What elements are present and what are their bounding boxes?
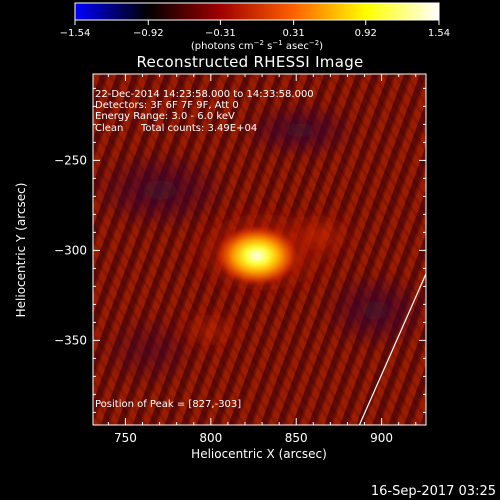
colorbar-units-label: (photons cm−2 s−1 asec−2) (191, 39, 323, 52)
flare-source-peak (214, 225, 299, 286)
y-axis-label: Heliocentric Y (arcsec) (14, 183, 28, 318)
x-axis-label: Heliocentric X (arcsec) (191, 447, 327, 461)
colorbar: −1.54 −0.92 −0.31 0.31 0.92 1.54 (photons cm−… (60, 2, 450, 52)
y-tick-label: −250 (54, 153, 87, 167)
colorbar-ticks: −1.54 −0.92 −0.31 0.31 0.92 1.54 (60, 20, 450, 39)
info-peak-position: Position of Peak = [827,-303] (95, 399, 241, 410)
info-time-range: 22-Dec-2014 14:23:58.000 to 14:33:58.000 (95, 89, 314, 100)
y-tick-label: −350 (54, 333, 87, 347)
info-energy-range: Energy Range: 3.0 - 6.0 keV (95, 111, 235, 122)
info-total-counts: Total counts: 3.49E+04 (140, 123, 257, 134)
x-tick-label: 750 (114, 431, 137, 445)
colorbar-tick-label: −1.54 (60, 28, 91, 39)
colorbar-tick-label: −0.92 (133, 28, 164, 39)
y-tick-label: −300 (54, 243, 87, 257)
axis-ticks: 750 800 850 900 −250 −300 −350 (54, 74, 426, 445)
plot-frame (92, 73, 427, 426)
x-tick-label: 850 (285, 431, 308, 445)
info-detectors: Detectors: 3F 6F 7F 9F, Att 0 (95, 100, 239, 111)
x-tick-label: 800 (199, 431, 222, 445)
plot-title: Reconstructed RHESSI Image (136, 53, 363, 71)
colorbar-tick-label: 0.31 (283, 28, 305, 39)
footer-timestamp: 16-Sep-2017 03:25 (371, 484, 496, 499)
colorbar-tick-label: 1.54 (428, 28, 450, 39)
info-annotations: 22-Dec-2014 14:23:58.000 to 14:33:58.000… (95, 89, 314, 410)
solar-limb-line (358, 273, 426, 425)
heatmap-image (93, 74, 426, 425)
x-tick-label: 900 (370, 431, 393, 445)
colorbar-bar (74, 2, 440, 21)
colorbar-tick-label: −0.31 (205, 28, 236, 39)
info-algorithm: Clean (95, 123, 123, 134)
colorbar-tick-label: 0.92 (355, 28, 377, 39)
